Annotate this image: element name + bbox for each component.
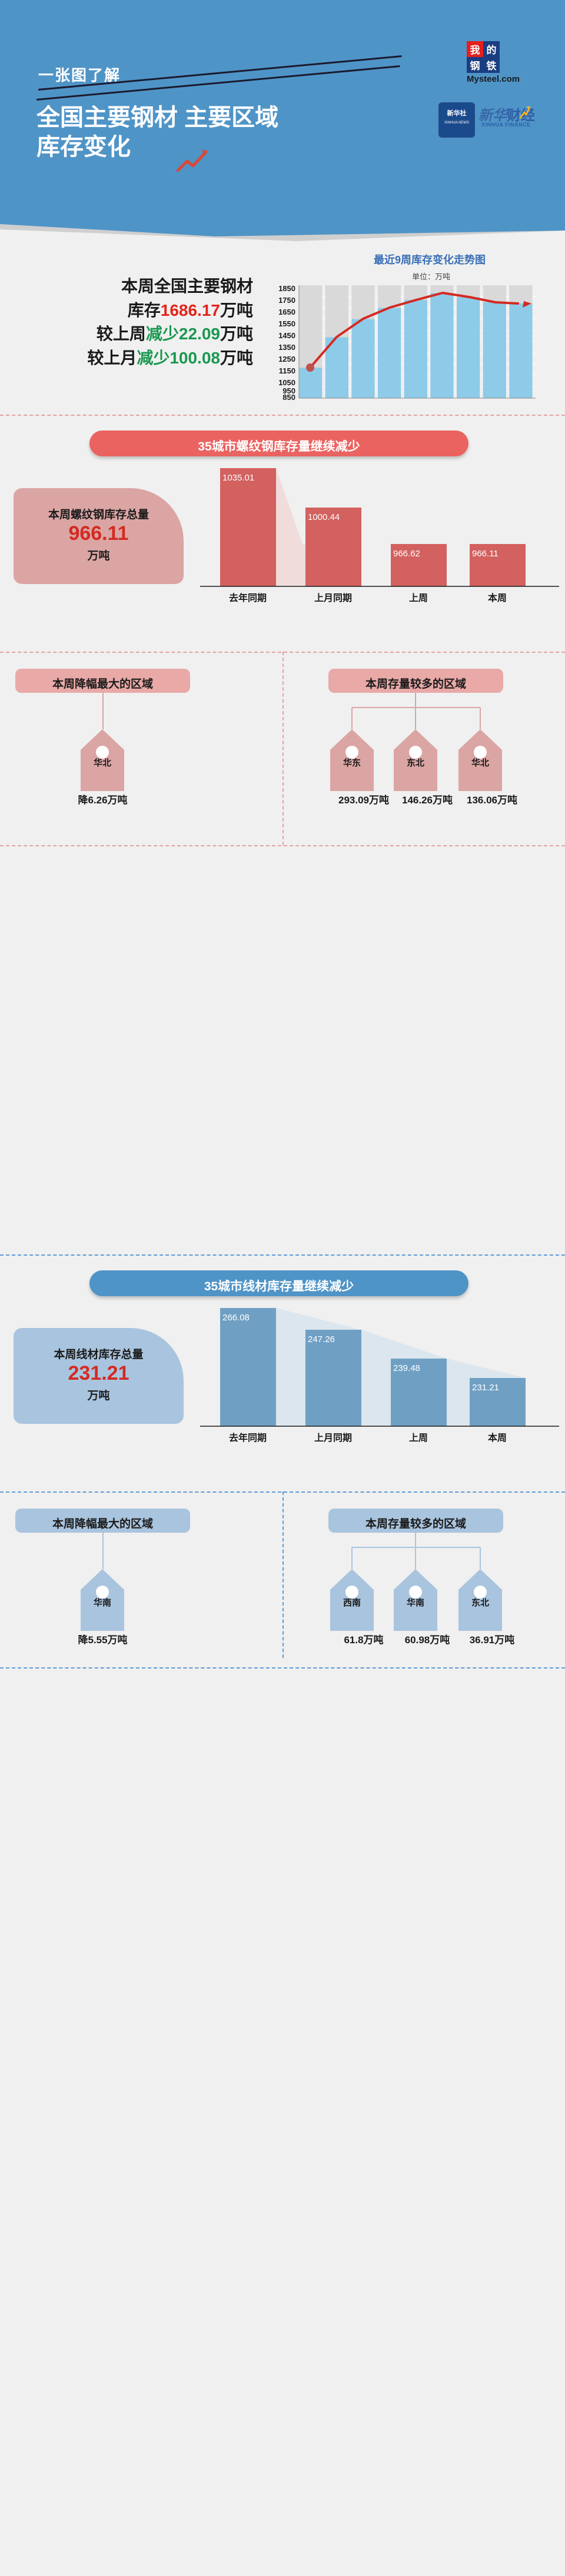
svg-text:1050: 1050 xyxy=(278,378,295,387)
svg-text:上周: 上周 xyxy=(409,1433,428,1443)
svg-text:1450: 1450 xyxy=(278,331,295,340)
svg-text:850: 850 xyxy=(282,393,295,401)
svg-text:1650: 1650 xyxy=(278,308,295,316)
svg-text:1750: 1750 xyxy=(278,296,295,305)
svg-text:去年同期: 去年同期 xyxy=(229,1432,267,1443)
svg-text:1150: 1150 xyxy=(279,366,295,375)
svg-text:1850: 1850 xyxy=(278,284,295,293)
svg-text:上月同期: 上月同期 xyxy=(314,1432,352,1443)
svg-text:本周: 本周 xyxy=(488,1432,507,1443)
svg-text:1350: 1350 xyxy=(278,343,295,352)
svg-text:966.11: 966.11 xyxy=(472,549,498,559)
svg-text:上周: 上周 xyxy=(409,593,428,603)
svg-text:266.08: 266.08 xyxy=(222,1313,250,1323)
svg-text:上月同期: 上月同期 xyxy=(314,592,352,603)
svg-text:本周: 本周 xyxy=(488,592,507,603)
svg-text:966.62: 966.62 xyxy=(393,549,420,559)
svg-text:1550: 1550 xyxy=(278,319,295,328)
svg-text:1000.44: 1000.44 xyxy=(308,512,340,522)
svg-text:231.21: 231.21 xyxy=(472,1383,499,1393)
svg-text:1250: 1250 xyxy=(278,355,295,363)
svg-text:1035.01: 1035.01 xyxy=(222,473,254,483)
svg-text:去年同期: 去年同期 xyxy=(229,592,267,603)
svg-text:239.48: 239.48 xyxy=(393,1363,420,1373)
svg-text:247.26: 247.26 xyxy=(308,1334,335,1344)
